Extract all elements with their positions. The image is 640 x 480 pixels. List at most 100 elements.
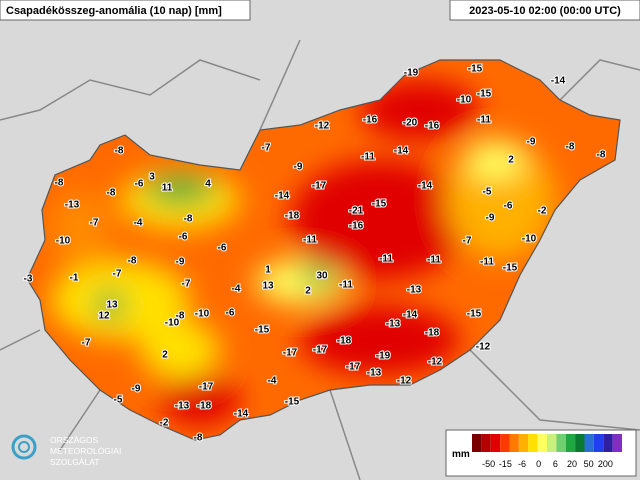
station-value: -15 (468, 64, 483, 75)
title-box (0, 0, 251, 21)
station-value: -10 (195, 309, 210, 320)
station-value: -17 (312, 181, 327, 192)
station-value: -8 (128, 256, 137, 267)
station-value: 11 (162, 183, 173, 194)
station-value: -18 (197, 401, 212, 412)
legend-swatch (490, 434, 501, 452)
legend-tick: 200 (598, 459, 613, 469)
station-value: -10 (457, 95, 472, 106)
station-value: -18 (285, 211, 300, 222)
borders (0, 39, 640, 480)
station-value: -13 (65, 200, 80, 211)
station-value: 4 (205, 179, 211, 190)
station-value: -14 (275, 191, 290, 202)
station-value: -15 (372, 199, 387, 210)
legend-tick: 20 (567, 459, 577, 469)
station-value: -16 (349, 221, 364, 232)
station-value: -10 (56, 236, 71, 247)
station-value: -15 (467, 309, 482, 320)
legend-tick: 50 (584, 459, 594, 469)
station-value: -18 (337, 336, 352, 347)
title: Csapadékösszeg-anomália (10 nap) [mm] (6, 5, 222, 17)
legend-swatch (518, 434, 529, 452)
station-value: -7 (182, 279, 191, 290)
time-box (449, 0, 640, 21)
legend-swatch (612, 434, 622, 452)
station-value: -8 (184, 214, 193, 225)
station-value: 1 (265, 265, 271, 276)
station-value: -14 (551, 76, 566, 87)
station-value: -13 (367, 368, 382, 379)
legend-swatch (537, 434, 547, 452)
station-value: -5 (114, 395, 123, 406)
logo-text: METEOROLÓGIAI (50, 446, 121, 456)
legend-swatch (603, 434, 613, 452)
station-value: 12 (98, 311, 110, 322)
station-value: -9 (486, 213, 495, 224)
legend-swatch (481, 434, 491, 452)
station-value: -21 (349, 206, 364, 217)
station-value: -6 (135, 179, 144, 190)
legend-tick: -15 (499, 459, 512, 469)
station-value: -8 (115, 146, 124, 157)
station-value: 13 (262, 281, 274, 292)
station-value: -13 (407, 285, 422, 296)
station-value: -19 (404, 68, 419, 79)
station-value: -2 (538, 206, 547, 217)
station-value: -4 (134, 218, 143, 229)
station-value: -1 (70, 273, 79, 284)
station-value: -6 (504, 201, 513, 212)
legend-tick: -6 (518, 459, 526, 469)
station-value: -5 (483, 187, 492, 198)
logo-text: ORSZÁGOS (50, 435, 99, 445)
station-value: -14 (418, 181, 433, 192)
station-value: -16 (425, 121, 440, 132)
station-value: -3 (24, 274, 33, 285)
station-value: 30 (316, 271, 328, 282)
legend-swatch (472, 434, 482, 452)
station-value: -12 (397, 376, 412, 387)
station-value: -17 (199, 382, 214, 393)
legend-swatch (575, 434, 585, 452)
station-value: 2 (162, 350, 168, 361)
station-value: -11 (427, 255, 441, 266)
legend: -50 -15 -6 0 6 20 50 200 (472, 434, 622, 469)
station-value: -9 (294, 162, 303, 173)
station-value: 3 (149, 172, 155, 183)
legend-swatch (500, 434, 510, 452)
station-value: -7 (262, 143, 271, 154)
station-value: -15 (503, 263, 518, 274)
station-value: -14 (394, 146, 409, 157)
station-value: -7 (90, 218, 99, 229)
legend-tick: 0 (536, 459, 541, 469)
station-value: -12 (315, 121, 330, 132)
legend-tick: 6 (553, 459, 558, 469)
station-value: -11 (303, 235, 317, 246)
station-value: -6 (226, 308, 235, 319)
station-value: -13 (386, 319, 401, 330)
station-value: -14 (403, 310, 418, 321)
station-value: -6 (179, 232, 188, 243)
station-value: -8 (176, 311, 185, 322)
station-value: -4 (232, 284, 241, 295)
legend-unit: mm (452, 449, 470, 460)
station-value: -13 (175, 401, 190, 412)
legend-swatch (547, 434, 557, 452)
station-value: -11 (339, 280, 353, 291)
legend-swatch (593, 434, 604, 452)
station-value: 2 (305, 286, 311, 297)
station-value: -7 (463, 236, 472, 247)
station-value: -15 (255, 325, 270, 336)
station-value: -12 (428, 357, 443, 368)
station-value: -19 (376, 351, 391, 362)
station-value: -17 (313, 345, 328, 356)
station-value: -11 (480, 257, 494, 268)
station-value: 2 (508, 155, 514, 166)
station-value: -4 (268, 376, 277, 387)
station-value: 13 (106, 300, 118, 311)
time: 2023-05-10 02:00 (00:00 UTC) (469, 5, 621, 17)
legend-swatch (556, 434, 566, 452)
station-value: -9 (527, 137, 536, 148)
station-value: -7 (113, 269, 122, 280)
station-value: -11 (361, 152, 375, 163)
